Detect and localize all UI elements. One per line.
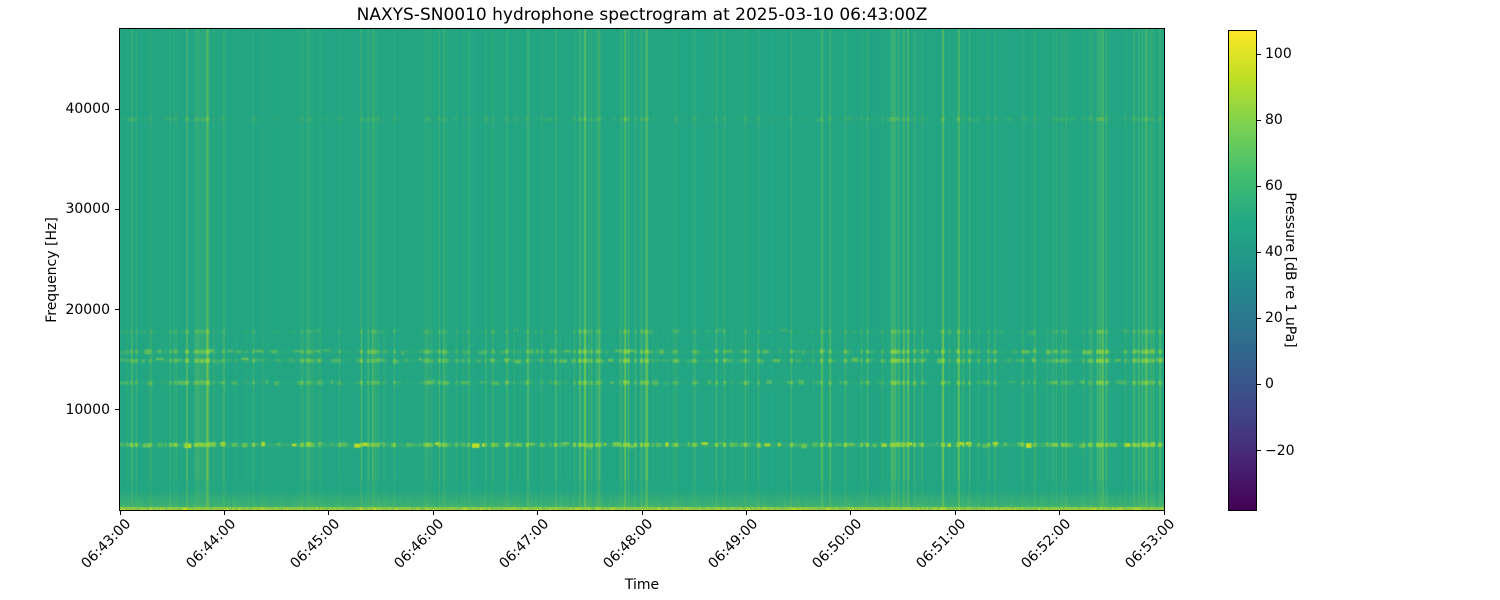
x-tick-mark bbox=[537, 511, 539, 515]
x-tick-mark bbox=[223, 511, 225, 515]
x-tick-label-text: 06:49:00 bbox=[704, 516, 761, 572]
y-tick-label: 40000 bbox=[65, 101, 110, 118]
y-tick-mark bbox=[115, 409, 119, 411]
x-tick-label-text: 06:47:00 bbox=[496, 516, 552, 572]
colorbar-tick-label: 100 bbox=[1265, 46, 1292, 63]
x-tick-label-text: 06:53:00 bbox=[1122, 516, 1179, 572]
colorbar-tick-label: 0 bbox=[1265, 376, 1274, 393]
x-tick-mark bbox=[641, 511, 643, 515]
colorbar-tick-mark bbox=[1257, 450, 1261, 452]
colorbar-tick-label: 20 bbox=[1265, 310, 1283, 327]
colorbar-tick-mark bbox=[1257, 185, 1261, 187]
y-tick-label: 30000 bbox=[65, 201, 110, 218]
x-tick-mark bbox=[1163, 511, 1165, 515]
y-tick-mark bbox=[115, 208, 119, 210]
x-axis-label: Time bbox=[624, 577, 660, 593]
y-tick-label: 20000 bbox=[65, 301, 110, 318]
x-tick-mark bbox=[432, 511, 434, 515]
y-tick-mark bbox=[115, 108, 119, 110]
x-tick-mark bbox=[119, 511, 121, 515]
colorbar-label: Pressure [dB re 1 uPa] bbox=[1282, 192, 1298, 348]
x-tick-label-text: 06:50:00 bbox=[809, 516, 866, 572]
chart-title: NAXYS-SN0010 hydrophone spectrogram at 2… bbox=[356, 5, 928, 25]
x-tick-label-text: 06:48:00 bbox=[600, 516, 657, 572]
colorbar-tick-label: 40 bbox=[1265, 244, 1283, 261]
x-tick-label-text: 06:44:00 bbox=[182, 516, 239, 572]
colorbar-tick-label: 80 bbox=[1265, 112, 1283, 129]
colorbar-tick-mark bbox=[1257, 251, 1261, 253]
plot-area bbox=[119, 28, 1165, 511]
x-tick-label-text: 06:51:00 bbox=[913, 516, 970, 572]
y-tick-label: 10000 bbox=[65, 401, 110, 418]
x-tick-mark bbox=[850, 511, 852, 515]
colorbar bbox=[1228, 30, 1257, 511]
x-tick-mark bbox=[954, 511, 956, 515]
colorbar-tick-mark bbox=[1257, 317, 1261, 319]
x-tick-mark bbox=[745, 511, 747, 515]
colorbar-tick-mark bbox=[1257, 383, 1261, 385]
x-tick-label-text: 06:46:00 bbox=[391, 516, 448, 572]
spectrogram-heatmap bbox=[120, 29, 1164, 510]
x-tick-mark bbox=[1059, 511, 1061, 515]
x-tick-mark bbox=[328, 511, 330, 515]
x-tick-label-text: 06:45:00 bbox=[287, 516, 344, 572]
colorbar-tick-mark bbox=[1257, 119, 1261, 121]
colorbar-tick-label: −20 bbox=[1265, 442, 1295, 459]
y-tick-mark bbox=[115, 309, 119, 311]
x-tick-label-text: 06:52:00 bbox=[1018, 516, 1074, 572]
colorbar-tick-mark bbox=[1257, 53, 1261, 55]
x-tick-label-text: 06:43:00 bbox=[78, 516, 135, 572]
colorbar-tick-label: 60 bbox=[1265, 178, 1283, 195]
